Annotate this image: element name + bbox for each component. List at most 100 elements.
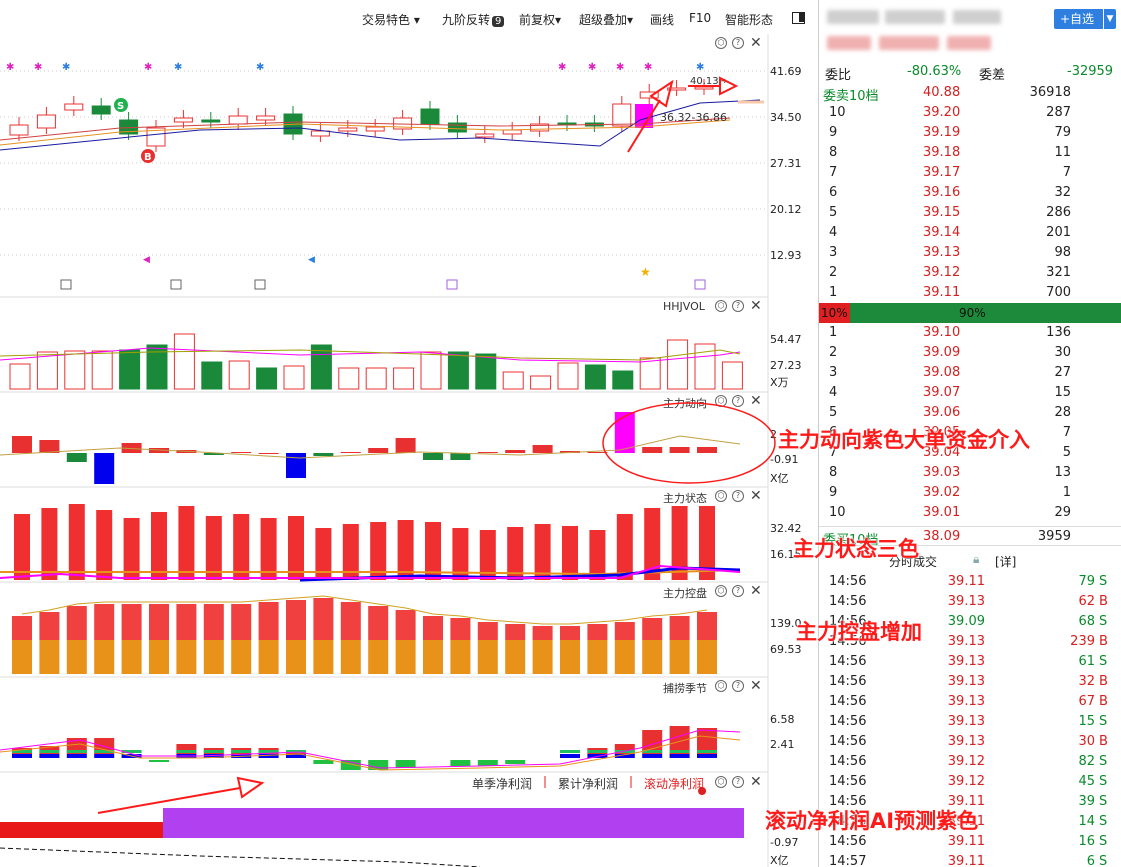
- ticks-detail-link[interactable]: [详]: [995, 555, 1017, 569]
- control-bar-bottom: [176, 640, 197, 674]
- panel-settings-icon[interactable]: ⬡: [715, 680, 727, 692]
- chart-area[interactable]: ✱ ✱ ✱ ✱ ✱ ✱ ✱ ✱ ✱ ✱ ✱ S B ★ ◀ ◀: [0, 34, 818, 867]
- control-bar-top: [340, 602, 361, 640]
- ask-level-row[interactable]: 6 39.16 32: [819, 183, 1121, 203]
- panel-close-icon[interactable]: ✕: [750, 488, 762, 504]
- ask-level-row[interactable]: 10 39.20 287: [819, 103, 1121, 123]
- bid-level-row[interactable]: 8 39.03 13: [819, 463, 1121, 483]
- smart-pattern-button[interactable]: 智能形态: [725, 13, 774, 27]
- buy-signal-icon: [141, 149, 155, 163]
- tick-time: 14:56: [829, 714, 867, 729]
- ask-level-row[interactable]: 2 39.12 321: [819, 263, 1121, 283]
- control-bar-top: [669, 616, 690, 640]
- draw-line-button[interactable]: 画线: [650, 13, 675, 27]
- control-bar-top: [313, 598, 334, 640]
- panel-help-icon[interactable]: ?: [732, 395, 744, 407]
- panel-help-icon[interactable]: ?: [732, 490, 744, 502]
- ask-level-row[interactable]: 9 39.19 79: [819, 123, 1121, 143]
- panel-settings-icon[interactable]: ⬡: [715, 585, 727, 597]
- panel-settings-icon[interactable]: ⬡: [715, 395, 727, 407]
- ask-level-row[interactable]: 1 39.11 700: [819, 283, 1121, 303]
- sell-ratio-label: 90%: [959, 306, 986, 320]
- candle-body: [9, 124, 29, 136]
- ask-level-row[interactable]: 3 39.13 98: [819, 243, 1121, 263]
- season-bar: [642, 750, 663, 753]
- bid-level-row[interactable]: 5 39.06 28: [819, 403, 1121, 423]
- buy-signal-text: B: [144, 152, 152, 163]
- level-number: 9: [829, 125, 838, 140]
- control-bar-top: [66, 606, 87, 640]
- panel-close-icon[interactable]: ✕: [750, 298, 762, 314]
- ask-level-row[interactable]: 7 39.17 7: [819, 163, 1121, 183]
- trade-features-menu[interactable]: 交易特色 ▾: [362, 13, 420, 27]
- panel-close-icon[interactable]: ✕: [750, 678, 762, 694]
- f10-button[interactable]: F10: [689, 11, 712, 25]
- bid-level-row[interactable]: 4 39.07 15: [819, 383, 1121, 403]
- panel-close-icon[interactable]: ✕: [750, 774, 762, 790]
- ma-line: [0, 99, 761, 151]
- tab-quarterly-profit[interactable]: 单季净利润: [472, 777, 533, 791]
- tick-row: 14:56 39.11 16 S: [819, 832, 1121, 852]
- bid-level-row[interactable]: 2 39.09 30: [819, 343, 1121, 363]
- volume-bar: [694, 343, 716, 390]
- annotation-profit: 滚动净利润AI预测紫色: [765, 809, 979, 833]
- level-number: 7: [829, 165, 838, 180]
- chevron-down-icon[interactable]: ▼: [1103, 9, 1116, 29]
- level-number: 7: [829, 445, 838, 460]
- panel-settings-icon[interactable]: ⬡: [715, 37, 727, 49]
- tick-row: 14:56 39.12 45 S: [819, 772, 1121, 792]
- panel-settings-icon[interactable]: ⬡: [715, 776, 727, 788]
- volume-bar: [338, 367, 360, 390]
- panel-help-icon[interactable]: ?: [732, 37, 744, 49]
- panel-close-icon[interactable]: ✕: [750, 583, 762, 599]
- bid-level-row[interactable]: 1 39.10 136: [819, 323, 1121, 343]
- panel-settings-icon[interactable]: ⬡: [715, 300, 727, 312]
- adjustment-menu[interactable]: 前复权▾: [519, 13, 562, 27]
- bid-level-row[interactable]: 9 39.02 1: [819, 483, 1121, 503]
- profit-bar-forecast: [163, 808, 744, 838]
- control-panel-title: 主力控盘: [663, 587, 707, 600]
- panel-help-icon[interactable]: ?: [732, 776, 744, 788]
- panel-close-icon[interactable]: ✕: [750, 393, 762, 409]
- candle-body: [365, 126, 385, 132]
- ask-level-row[interactable]: 8 39.18 11: [819, 143, 1121, 163]
- tick-volume: 62: [1078, 594, 1095, 609]
- panel-help-icon[interactable]: ?: [732, 680, 744, 692]
- volume-bar: [584, 364, 606, 390]
- candle-body: [228, 115, 248, 125]
- panel-help-icon[interactable]: ?: [732, 585, 744, 597]
- tick-direction: B: [1099, 694, 1108, 709]
- tick-direction: S: [1099, 814, 1108, 829]
- bid-level-row[interactable]: 3 39.08 27: [819, 363, 1121, 383]
- buy10-vol: 3959: [1037, 529, 1071, 544]
- state-bar: [699, 506, 715, 580]
- flag-icon: ◀: [308, 255, 315, 265]
- bid-level-row[interactable]: 7 39.04 5: [819, 443, 1121, 463]
- super-overlay-menu[interactable]: 超级叠加▾: [579, 13, 634, 27]
- layout-toggle-icon[interactable]: [792, 12, 805, 24]
- change-blurred: [947, 36, 991, 50]
- bid-level-row[interactable]: 6 39.05 7: [819, 423, 1121, 443]
- add-watchlist-button[interactable]: +自选 ▼: [1054, 9, 1116, 29]
- add-watchlist-label: +自选: [1060, 12, 1095, 26]
- nine-step-reversal-button[interactable]: 九阶反转 9: [442, 11, 505, 28]
- panel-help-icon[interactable]: ?: [732, 300, 744, 312]
- season-bar: [12, 754, 32, 758]
- lock-icon[interactable]: 🔒︎: [973, 552, 980, 566]
- level-number: 3: [829, 365, 838, 380]
- state-bar: [589, 530, 606, 580]
- bid-level-row[interactable]: 10 39.01 29: [819, 503, 1121, 523]
- tab-rolling-profit[interactable]: 滚动净利润: [644, 777, 705, 791]
- tick-row: 14:56 39.13 61 S: [819, 652, 1121, 672]
- panel-close-icon[interactable]: ✕: [750, 35, 762, 51]
- tab-cumulative-profit[interactable]: 累计净利润: [558, 777, 619, 791]
- ask-level-row[interactable]: 4 39.14 201: [819, 223, 1121, 243]
- ask-level-row[interactable]: 5 39.15 286: [819, 203, 1121, 223]
- season-bar: [39, 750, 60, 753]
- trend-bar: [12, 436, 32, 453]
- control-bar-bottom: [477, 640, 498, 674]
- panel-settings-icon[interactable]: ⬡: [715, 490, 727, 502]
- level-price: 39.08: [923, 365, 961, 380]
- trend-bar: [231, 452, 252, 453]
